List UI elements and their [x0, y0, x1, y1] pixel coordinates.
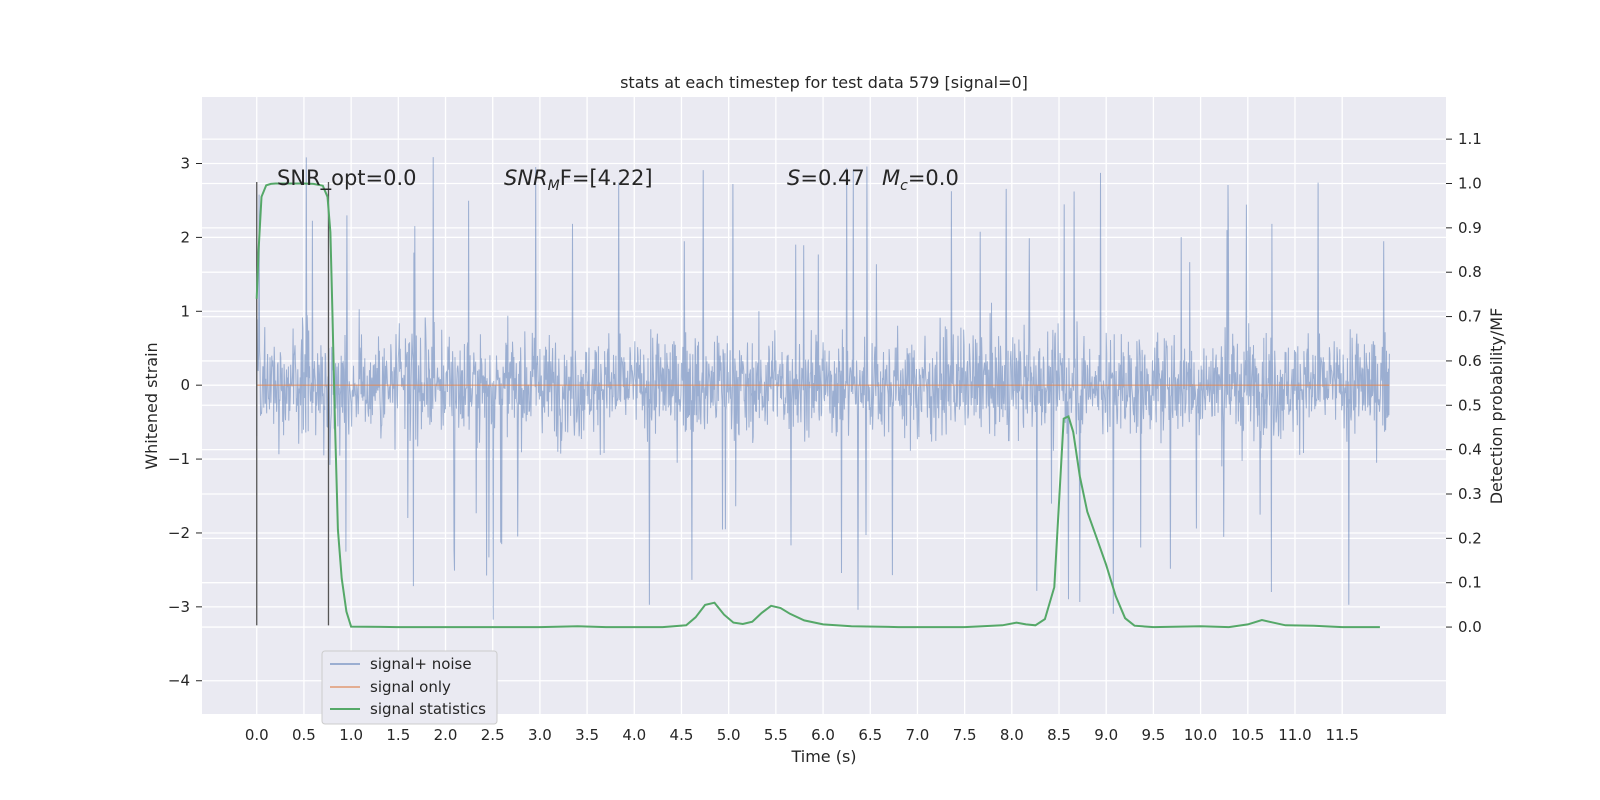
- annotation-snr-opt: SNR_opt=0.0: [277, 166, 417, 191]
- x-tick-label: 4.0: [622, 726, 646, 744]
- noise-trace: [256, 157, 1390, 620]
- annotation-s: S=0.47: [787, 166, 865, 190]
- x-tick-label: 1.5: [386, 726, 410, 744]
- x-tick-label: 6.5: [858, 726, 882, 744]
- y-tick-label: −3: [168, 598, 190, 616]
- x-tick-label: 3.5: [575, 726, 599, 744]
- x-tick-label: 0.5: [292, 726, 316, 744]
- x-tick-label: 4.5: [670, 726, 694, 744]
- legend: signal+ noise signal only signal statist…: [321, 650, 498, 725]
- y-tick-labels: −4 −3 −2 −1 0 1 2 3: [168, 155, 202, 690]
- y2-tick-label: 0.9: [1458, 219, 1482, 237]
- x-tick-label: 3.0: [528, 726, 552, 744]
- annotation-mc-main: M: [882, 166, 900, 190]
- x-tick-labels: 0.0 0.5 1.0 1.5 2.0 2.5 3.0 3.5 4.0 4.5 5.0 5.5 6.0 6…: [245, 726, 1359, 744]
- legend-box: [321, 650, 498, 725]
- y-tick-label: 0: [180, 376, 190, 394]
- x-tick-label: 9.5: [1141, 726, 1165, 744]
- chart-title: stats at each timestep for test data 579…: [620, 73, 1028, 92]
- x-tick-label: 11.5: [1325, 726, 1358, 744]
- noise-series: [256, 157, 1390, 620]
- annotation-mc-sub: c: [900, 178, 908, 194]
- legend-label-signal: signal only: [370, 678, 451, 696]
- y2-tick-label: 0.2: [1458, 529, 1482, 547]
- y-tick-label: 3: [180, 155, 190, 173]
- x-tick-label: 2.5: [481, 726, 505, 744]
- y-tick-label: 1: [180, 302, 190, 320]
- y-tick-label: 2: [180, 228, 190, 246]
- x-tick-label: 7.5: [953, 726, 977, 744]
- y2-tick-label: 0.5: [1458, 396, 1482, 414]
- annotation-mc: Mc=0.0: [882, 166, 959, 194]
- annotation-s-main: S: [787, 166, 800, 190]
- x-tick-label: 11.0: [1278, 726, 1311, 744]
- legend-label-stats: signal statistics: [370, 700, 486, 718]
- x-tick-label: 6.0: [811, 726, 835, 744]
- annotation-snr-mf: SNRMF=[4.22]: [504, 166, 653, 194]
- y2-tick-label: 0.1: [1458, 574, 1482, 592]
- y-tick-label: −4: [168, 672, 190, 690]
- x-tick-label: 0.0: [245, 726, 269, 744]
- annotation-mc-rest: =0.0: [908, 166, 959, 190]
- y2-axis-label: Detection probability/MF: [1487, 308, 1506, 505]
- y2-tick-label: 0.3: [1458, 485, 1482, 503]
- y-axis-label: Whitened strain: [142, 342, 161, 469]
- y2-tick-label: 1.0: [1458, 174, 1482, 192]
- legend-label-noise: signal+ noise: [370, 655, 472, 673]
- x-tick-label: 1.0: [339, 726, 363, 744]
- y2-tick-label: 0.6: [1458, 352, 1482, 370]
- x-tick-label: 5.0: [717, 726, 741, 744]
- statistics-series: [255, 182, 1380, 629]
- x-tick-label: 10.0: [1184, 726, 1217, 744]
- x-tick-label: 9.0: [1094, 726, 1118, 744]
- annotation-s-rest: =0.47: [800, 166, 864, 190]
- marker-lines: [256, 181, 330, 626]
- y2-grid: [202, 138, 1446, 628]
- y-tick-label: −1: [168, 450, 190, 468]
- x-tick-label: 2.0: [434, 726, 458, 744]
- y2-tick-label: 0.7: [1458, 308, 1482, 326]
- x-tick-label: 8.0: [1000, 726, 1024, 744]
- x-tick-label: 10.5: [1231, 726, 1264, 744]
- x-tick-label: 7.0: [906, 726, 930, 744]
- x-axis-label: Time (s): [790, 747, 856, 766]
- x-tick-label: 5.5: [764, 726, 788, 744]
- statistics-line: [255, 182, 1380, 629]
- y2-tick-label: 0.8: [1458, 263, 1482, 281]
- annotation-snr-mf-main: SNR: [504, 166, 548, 190]
- y2-tick-label: 1.1: [1458, 130, 1482, 148]
- annotation-snr-mf-sub: M: [548, 178, 560, 194]
- y2-tick-label: 0.4: [1458, 441, 1482, 459]
- x-tick-label: 8.5: [1047, 726, 1071, 744]
- y2-tick-labels: 0.0 0.1 0.2 0.3 0.4 0.5 0.6 0.7 0.8 0.9 1.0 1.1: [1446, 130, 1482, 636]
- y2-tick-label: 0.0: [1458, 618, 1482, 636]
- annotation-snr-mf-rest: F=[4.22]: [560, 166, 653, 190]
- y-tick-label: −2: [168, 524, 190, 542]
